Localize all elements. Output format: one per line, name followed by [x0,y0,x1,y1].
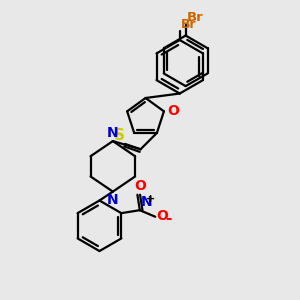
Text: -: - [165,211,171,226]
Text: O: O [167,104,179,118]
Text: N: N [106,194,118,207]
Text: +: + [146,194,156,204]
Text: N: N [107,126,119,140]
Text: N: N [140,195,152,209]
Text: O: O [134,179,146,193]
Text: Br: Br [181,17,197,31]
Text: S: S [114,128,125,143]
Text: O: O [156,209,168,223]
Text: Br: Br [187,11,204,24]
